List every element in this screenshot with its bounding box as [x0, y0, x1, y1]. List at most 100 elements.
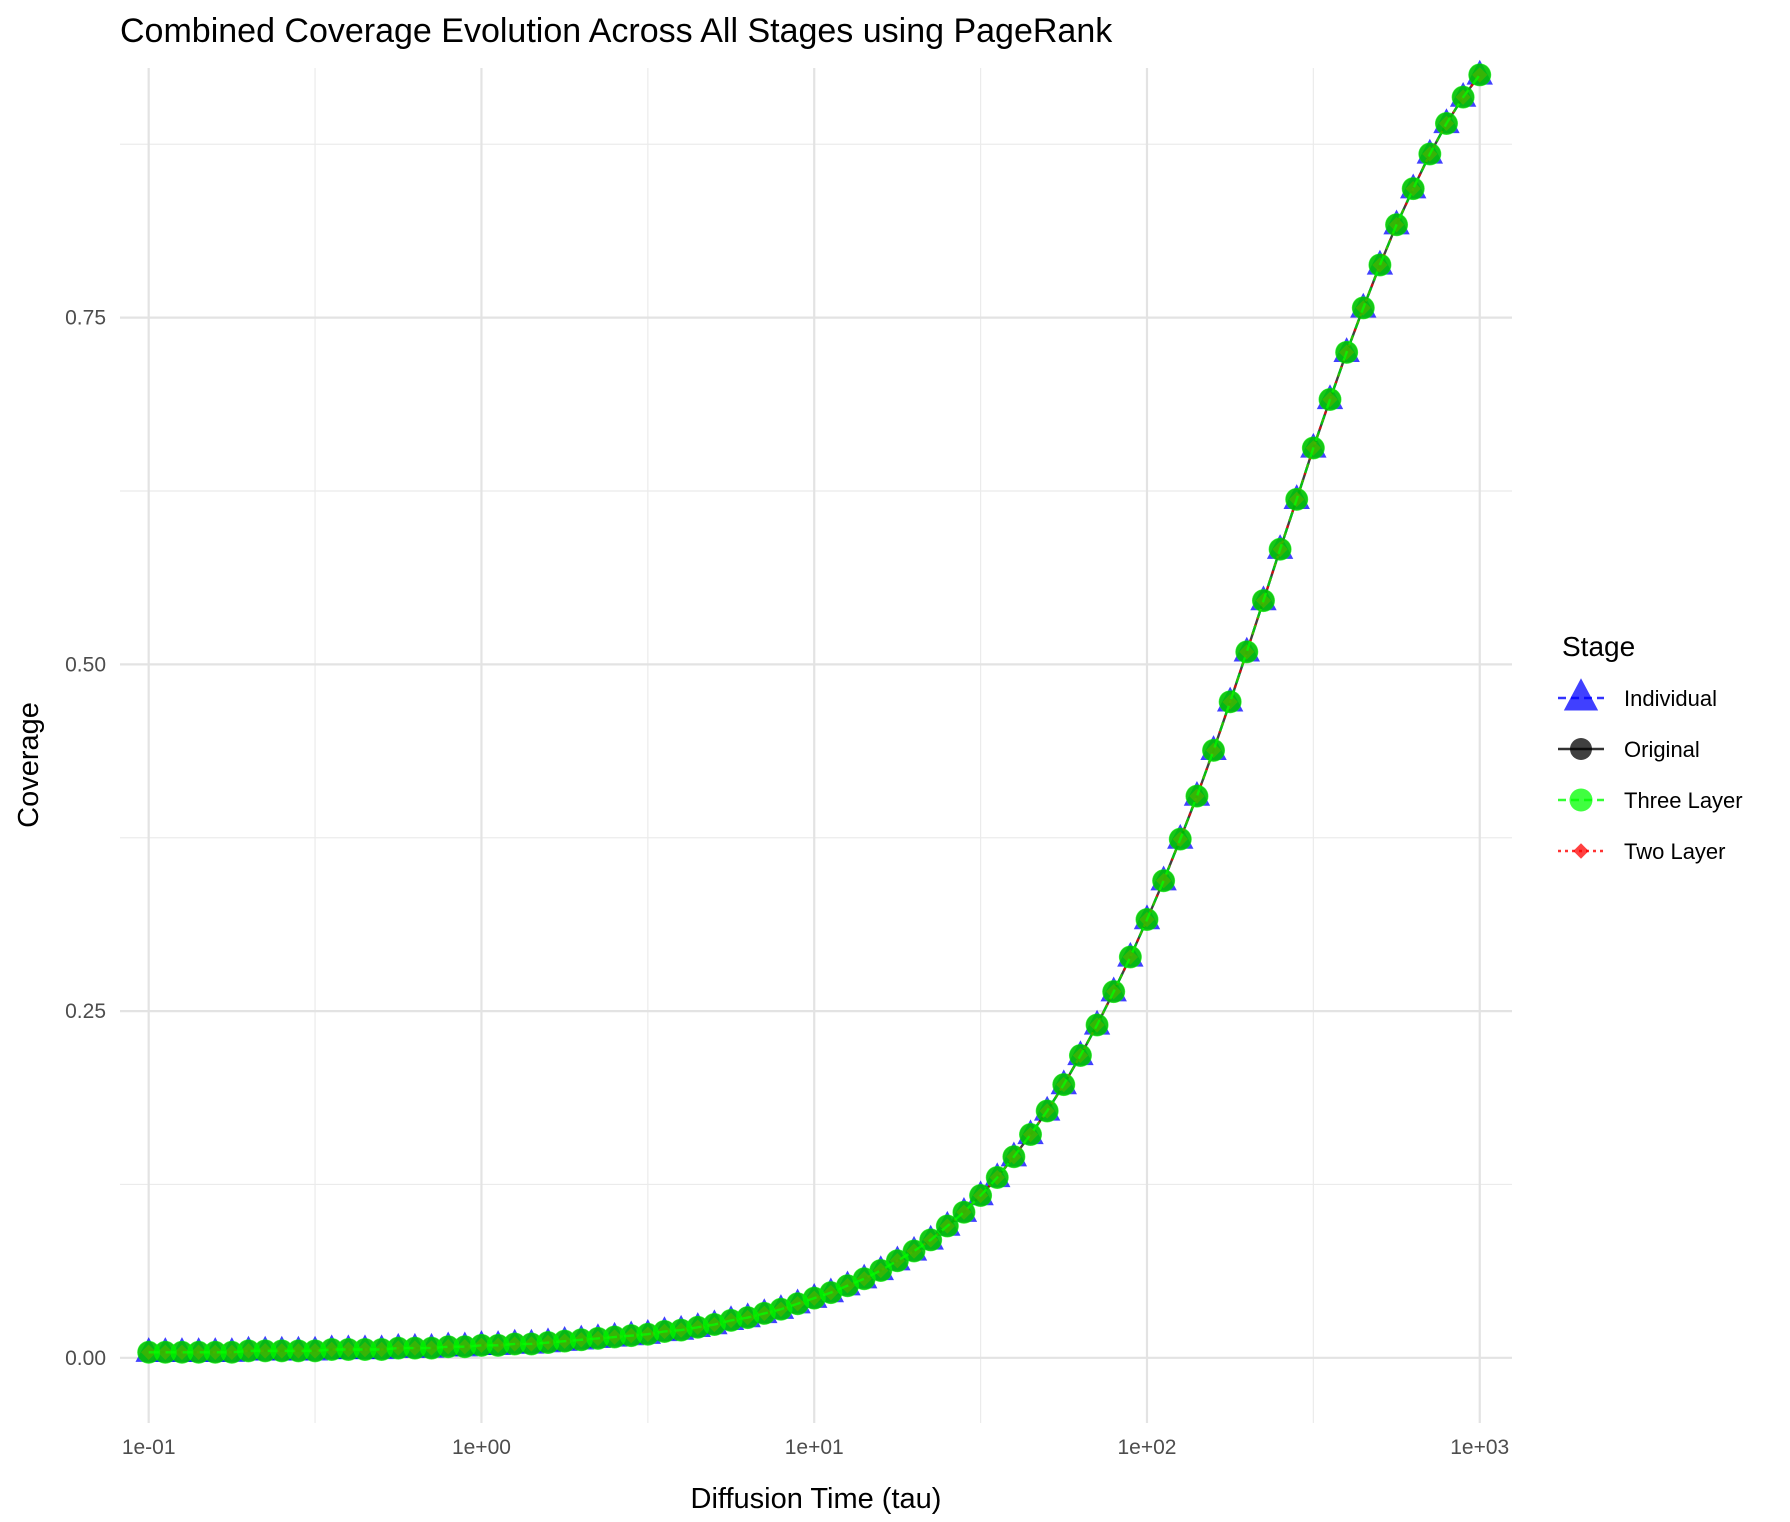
data-point-three-layer: [652, 1319, 676, 1343]
data-point-three-layer: [1235, 640, 1259, 664]
x-tick-label: 1e+01: [785, 1436, 844, 1459]
data-point-three-layer: [1185, 784, 1209, 808]
data-point-three-layer: [919, 1228, 943, 1252]
data-point-three-layer: [420, 1336, 444, 1360]
data-point-three-layer: [1368, 253, 1392, 277]
data-point-three-layer: [1002, 1145, 1026, 1169]
x-tick-label: 1e+02: [1117, 1436, 1176, 1459]
y-axis-title: Coverage: [13, 702, 45, 828]
data-point-three-layer: [153, 1340, 177, 1364]
data-point-three-layer: [320, 1337, 344, 1361]
legend-item-individual: Individual: [1558, 678, 1717, 711]
data-point-three-layer: [1035, 1099, 1059, 1123]
data-point-three-layer: [1168, 827, 1192, 851]
data-point-three-layer: [1135, 908, 1159, 932]
legend-item-original: Original: [1558, 737, 1700, 762]
data-point-three-layer: [1418, 142, 1442, 166]
data-point-three-layer: [1335, 340, 1359, 364]
series-three-layer: [137, 63, 1492, 1364]
data-point-three-layer: [569, 1328, 593, 1352]
data-point-three-layer: [1351, 296, 1375, 320]
data-point-three-layer: [253, 1339, 277, 1363]
data-point-three-layer: [436, 1335, 460, 1359]
data-point-three-layer: [1218, 690, 1242, 714]
chart-title: Combined Coverage Evolution Across All S…: [120, 12, 1113, 50]
data-point-three-layer: [1052, 1073, 1076, 1097]
legend-label: Original: [1624, 737, 1700, 762]
x-tick-label: 1e+00: [452, 1436, 511, 1459]
data-point-three-layer: [187, 1340, 211, 1364]
data-point-three-layer: [586, 1326, 610, 1350]
y-axis-ticks: 0.00 0.25 0.50 0.75: [65, 307, 106, 1370]
legend-label: Two Layer: [1624, 839, 1726, 864]
data-point-three-layer: [386, 1336, 410, 1360]
data-point-three-layer: [137, 1340, 161, 1364]
data-point-three-layer: [1268, 537, 1292, 561]
data-point-three-layer: [170, 1340, 194, 1364]
data-point-three-layer: [1318, 387, 1342, 411]
data-point-three-layer: [236, 1339, 260, 1363]
series-layer: [135, 59, 1493, 1364]
data-point-three-layer: [952, 1200, 976, 1224]
data-point-three-layer: [935, 1214, 959, 1238]
y-tick-label: 0.00: [65, 1347, 106, 1370]
data-point-three-layer: [519, 1332, 543, 1356]
data-point-three-layer: [286, 1339, 310, 1363]
data-point-three-layer: [1019, 1123, 1043, 1147]
data-point-three-layer: [902, 1239, 926, 1263]
y-tick-label: 0.75: [65, 307, 106, 330]
data-point-three-layer: [469, 1333, 493, 1357]
legend-title: Stage: [1562, 631, 1635, 662]
data-point-three-layer: [1118, 945, 1142, 969]
data-point-three-layer: [1152, 869, 1176, 893]
y-tick-label: 0.25: [65, 1000, 106, 1023]
data-point-three-layer: [1385, 213, 1409, 237]
data-point-three-layer: [453, 1335, 477, 1359]
data-point-three-layer: [1468, 63, 1492, 87]
x-tick-label: 1e-01: [122, 1436, 176, 1459]
legend-label: Individual: [1624, 686, 1717, 711]
data-point-three-layer: [619, 1324, 643, 1348]
data-point-three-layer: [220, 1340, 244, 1364]
data-point-three-layer: [1068, 1043, 1092, 1067]
data-point-three-layer: [303, 1339, 327, 1363]
data-point-three-layer: [1451, 85, 1475, 109]
data-point-three-layer: [270, 1339, 294, 1363]
data-point-three-layer: [203, 1340, 227, 1364]
grid-minor: [120, 68, 1512, 1423]
data-point-three-layer: [1102, 980, 1126, 1004]
x-axis-ticks: 1e-01 1e+00 1e+01 1e+02 1e+03: [122, 1436, 1509, 1459]
data-point-three-layer: [553, 1329, 577, 1353]
data-point-three-layer: [969, 1184, 993, 1208]
data-point-three-layer: [336, 1337, 360, 1361]
legend-label: Three Layer: [1624, 788, 1743, 813]
x-tick-label: 1e+03: [1450, 1436, 1509, 1459]
data-point-three-layer: [1434, 111, 1458, 135]
legend-key-marker: [1563, 678, 1599, 711]
data-point-three-layer: [503, 1332, 527, 1356]
data-point-three-layer: [1202, 738, 1226, 762]
data-point-three-layer: [403, 1336, 427, 1360]
data-point-three-layer: [486, 1333, 510, 1357]
legend-key-marker: [1569, 788, 1593, 812]
data-point-three-layer: [1085, 1013, 1109, 1037]
data-point-three-layer: [1285, 487, 1309, 511]
data-point-three-layer: [885, 1249, 909, 1273]
data-point-three-layer: [1251, 589, 1275, 613]
data-point-three-layer: [603, 1325, 627, 1349]
data-point-three-layer: [869, 1258, 893, 1282]
grid-major: [120, 68, 1512, 1423]
data-point-three-layer: [353, 1337, 377, 1361]
y-tick-label: 0.50: [65, 653, 106, 676]
data-point-three-layer: [1301, 436, 1325, 460]
legend-key-marker: [1573, 843, 1589, 859]
legend-item-two-layer: Two Layer: [1558, 839, 1726, 864]
data-point-three-layer: [985, 1166, 1009, 1190]
legend-item-three-layer: Three Layer: [1558, 788, 1743, 813]
x-axis-title: Diffusion Time (tau): [691, 1483, 942, 1515]
legend-key-marker: [1570, 738, 1592, 760]
data-point-three-layer: [536, 1331, 560, 1355]
data-point-three-layer: [370, 1337, 394, 1361]
legend: Stage Individual Original Three Layer Two L…: [1558, 631, 1743, 864]
